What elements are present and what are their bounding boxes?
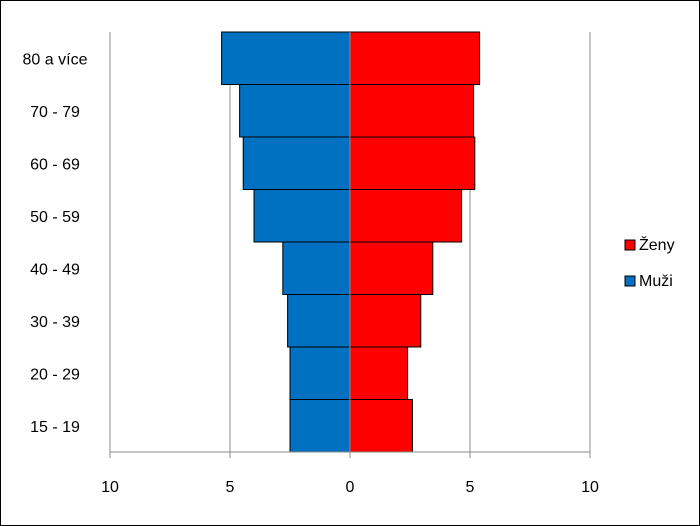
x-tick-label: 10 xyxy=(101,479,119,496)
bars xyxy=(221,31,481,453)
bar-male xyxy=(239,84,351,138)
bar-male xyxy=(287,294,351,348)
bar-female xyxy=(349,84,475,138)
category-label: 30 - 39 xyxy=(30,314,80,331)
legend-swatch xyxy=(624,275,636,287)
x-tick-label: 5 xyxy=(226,479,235,496)
legend: Ženy Muži xyxy=(624,235,675,290)
bar-female xyxy=(349,346,409,400)
bar-male xyxy=(289,399,351,453)
labels: 10 5 0 5 10 80 a více 70 - 79 60 - 69 50 - 59 40 … xyxy=(23,51,599,496)
category-label: 80 a více xyxy=(23,51,88,68)
bar-female xyxy=(349,399,413,453)
category-label: 70 - 79 xyxy=(30,104,80,121)
axes xyxy=(109,32,591,458)
bar-female xyxy=(349,241,434,295)
bar-female xyxy=(349,294,422,348)
category-label: 20 - 29 xyxy=(30,366,80,383)
category-label: 60 - 69 xyxy=(30,156,80,173)
category-label: 15 - 19 xyxy=(30,419,80,436)
legend-label: Ženy xyxy=(639,235,675,254)
x-tick-label: 0 xyxy=(346,479,355,496)
bar-female xyxy=(349,189,463,243)
x-tick-label: 5 xyxy=(466,479,475,496)
bar-female xyxy=(349,136,476,190)
x-tick-label: 10 xyxy=(581,479,599,496)
bar-male xyxy=(221,31,351,85)
bar-male xyxy=(253,189,351,243)
category-label: 40 - 49 xyxy=(30,261,80,278)
legend-label: Muži xyxy=(639,273,673,290)
bar-female xyxy=(349,31,481,85)
legend-swatch xyxy=(624,239,636,251)
bar-male xyxy=(282,241,351,295)
bar-male xyxy=(289,346,351,400)
category-label: 50 - 59 xyxy=(30,209,80,226)
bar-male xyxy=(242,136,351,190)
